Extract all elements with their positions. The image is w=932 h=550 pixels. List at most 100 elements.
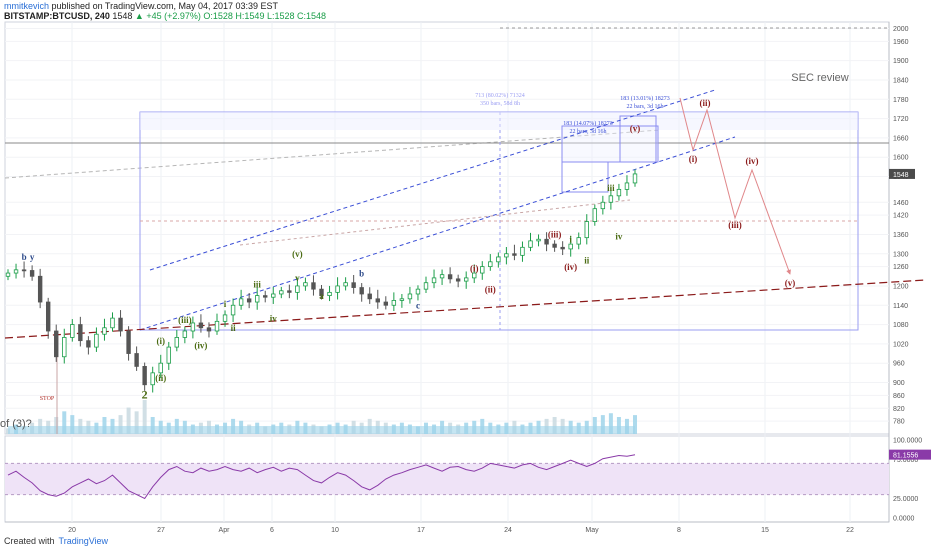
rsi-band-fill <box>5 463 889 495</box>
drawing-tools[interactable] <box>4 27 926 434</box>
x-tick-17: 17 <box>417 527 425 534</box>
measure-3-text: 22 bars, 3d 16h <box>627 104 664 110</box>
candle-body <box>351 282 356 288</box>
volume-bar <box>134 411 139 434</box>
author-name[interactable]: mmitkevich <box>4 1 50 11</box>
rsi-tick-75: 75.0000 <box>893 457 918 464</box>
candle-body <box>343 282 348 287</box>
price-pane <box>4 21 890 435</box>
wave-label: (i) <box>156 336 165 346</box>
candle-body <box>29 270 35 277</box>
rsi-value-tag-text: 81.1556 <box>893 453 918 460</box>
volume-bar <box>62 411 67 434</box>
candle-body <box>584 221 589 239</box>
wave-label: (iii) <box>178 315 192 325</box>
candle-body <box>102 327 107 335</box>
last-price-tag <box>889 168 915 179</box>
wave-label: ii <box>584 255 590 265</box>
measure-2-text: 183 (14.07%) 18273 <box>563 120 613 127</box>
candle-body <box>279 290 284 295</box>
created-with: Created with <box>4 536 55 546</box>
y-tick-1420: 1420 <box>893 213 909 220</box>
rsi-tick-0: 0.0000 <box>893 516 915 523</box>
tradingview-logo[interactable]: TradingView <box>58 536 109 546</box>
candle-body <box>94 333 99 348</box>
channel-lower[interactable] <box>139 136 736 331</box>
volume-bar <box>600 415 605 434</box>
candle-body <box>70 324 75 338</box>
candle-body <box>415 288 421 295</box>
measure-3-text: 183 (13.01%) 18273 <box>620 95 670 102</box>
measure-2-text: 22 bars, 3d 16h <box>570 129 607 135</box>
x-tick-10: 10 <box>331 527 339 534</box>
small-measure-box[interactable] <box>561 125 659 163</box>
candle-body <box>512 253 517 256</box>
long-support-trendline[interactable] <box>4 279 926 339</box>
last-price: 1548 <box>112 11 133 21</box>
wave-label: (ii) <box>485 284 496 294</box>
candle-body <box>246 298 252 303</box>
candle-body <box>182 330 188 338</box>
candle-body <box>158 362 163 374</box>
candle-body <box>600 201 606 210</box>
candle-body <box>214 320 220 332</box>
candle-body <box>431 277 437 284</box>
x-tick-Apr: Apr <box>219 527 231 534</box>
open-value: O:1528 <box>203 11 233 21</box>
low-value: L:1528 <box>266 11 295 21</box>
projection-path[interactable] <box>679 97 791 275</box>
rsi-tick-100: 100.0000 <box>893 437 922 444</box>
candle-body <box>375 298 380 303</box>
volume-bars <box>6 400 637 434</box>
rsi-line <box>7 454 636 500</box>
projection-label: (i) <box>689 154 698 164</box>
wave-label: v <box>295 273 300 283</box>
candle-body <box>230 304 236 316</box>
candle-body <box>496 256 501 263</box>
candle-body <box>455 278 461 282</box>
volume-bar <box>70 415 75 434</box>
candle-body <box>198 322 204 329</box>
y-tick-1200: 1200 <box>893 283 909 290</box>
rsi-band <box>5 462 889 496</box>
candle-body <box>287 290 292 293</box>
channel-upper[interactable] <box>149 89 716 271</box>
candle-body <box>271 293 276 298</box>
grid <box>5 22 889 522</box>
candle-body <box>439 274 445 279</box>
small-measure-box-3[interactable] <box>561 161 609 193</box>
measure-box[interactable] <box>139 111 859 331</box>
small-measure-box-2[interactable] <box>619 115 657 163</box>
candle-body <box>62 337 67 358</box>
candle-body <box>624 182 630 190</box>
projection-label: (v) <box>785 278 796 288</box>
wave-label: iv <box>615 231 623 241</box>
candle-body <box>206 327 212 332</box>
y-tick-1020: 1020 <box>893 341 909 348</box>
candle-body <box>576 237 581 245</box>
candle-body <box>254 295 260 303</box>
candle-body <box>21 269 27 272</box>
candle-body <box>616 188 622 197</box>
wave-label: (iv) <box>564 262 577 272</box>
candle-body <box>536 238 541 242</box>
y-tick-1900: 1900 <box>893 58 909 65</box>
candle-body <box>263 295 268 298</box>
symbol-info: BITSTAMP:BTCUSD, 240 <box>4 11 110 21</box>
y-tick-1660: 1660 <box>893 135 909 142</box>
candle-body <box>407 293 413 300</box>
volume-bar <box>126 407 131 434</box>
candle-body <box>423 282 429 290</box>
projection-label: (iv) <box>746 156 759 166</box>
candle-body <box>150 372 155 386</box>
of-3-text: of (3)? <box>0 418 32 430</box>
projection-label: (iii) <box>728 220 742 230</box>
candle-body <box>238 298 244 306</box>
candle-body <box>222 314 228 322</box>
close-value: C:1548 <box>297 11 327 21</box>
wave-label: (v) <box>292 249 303 259</box>
candle-body <box>295 285 300 293</box>
chart-header: mmitkevich published on TradingView.com,… <box>4 1 326 21</box>
upper-gray-trendline[interactable] <box>4 129 661 179</box>
